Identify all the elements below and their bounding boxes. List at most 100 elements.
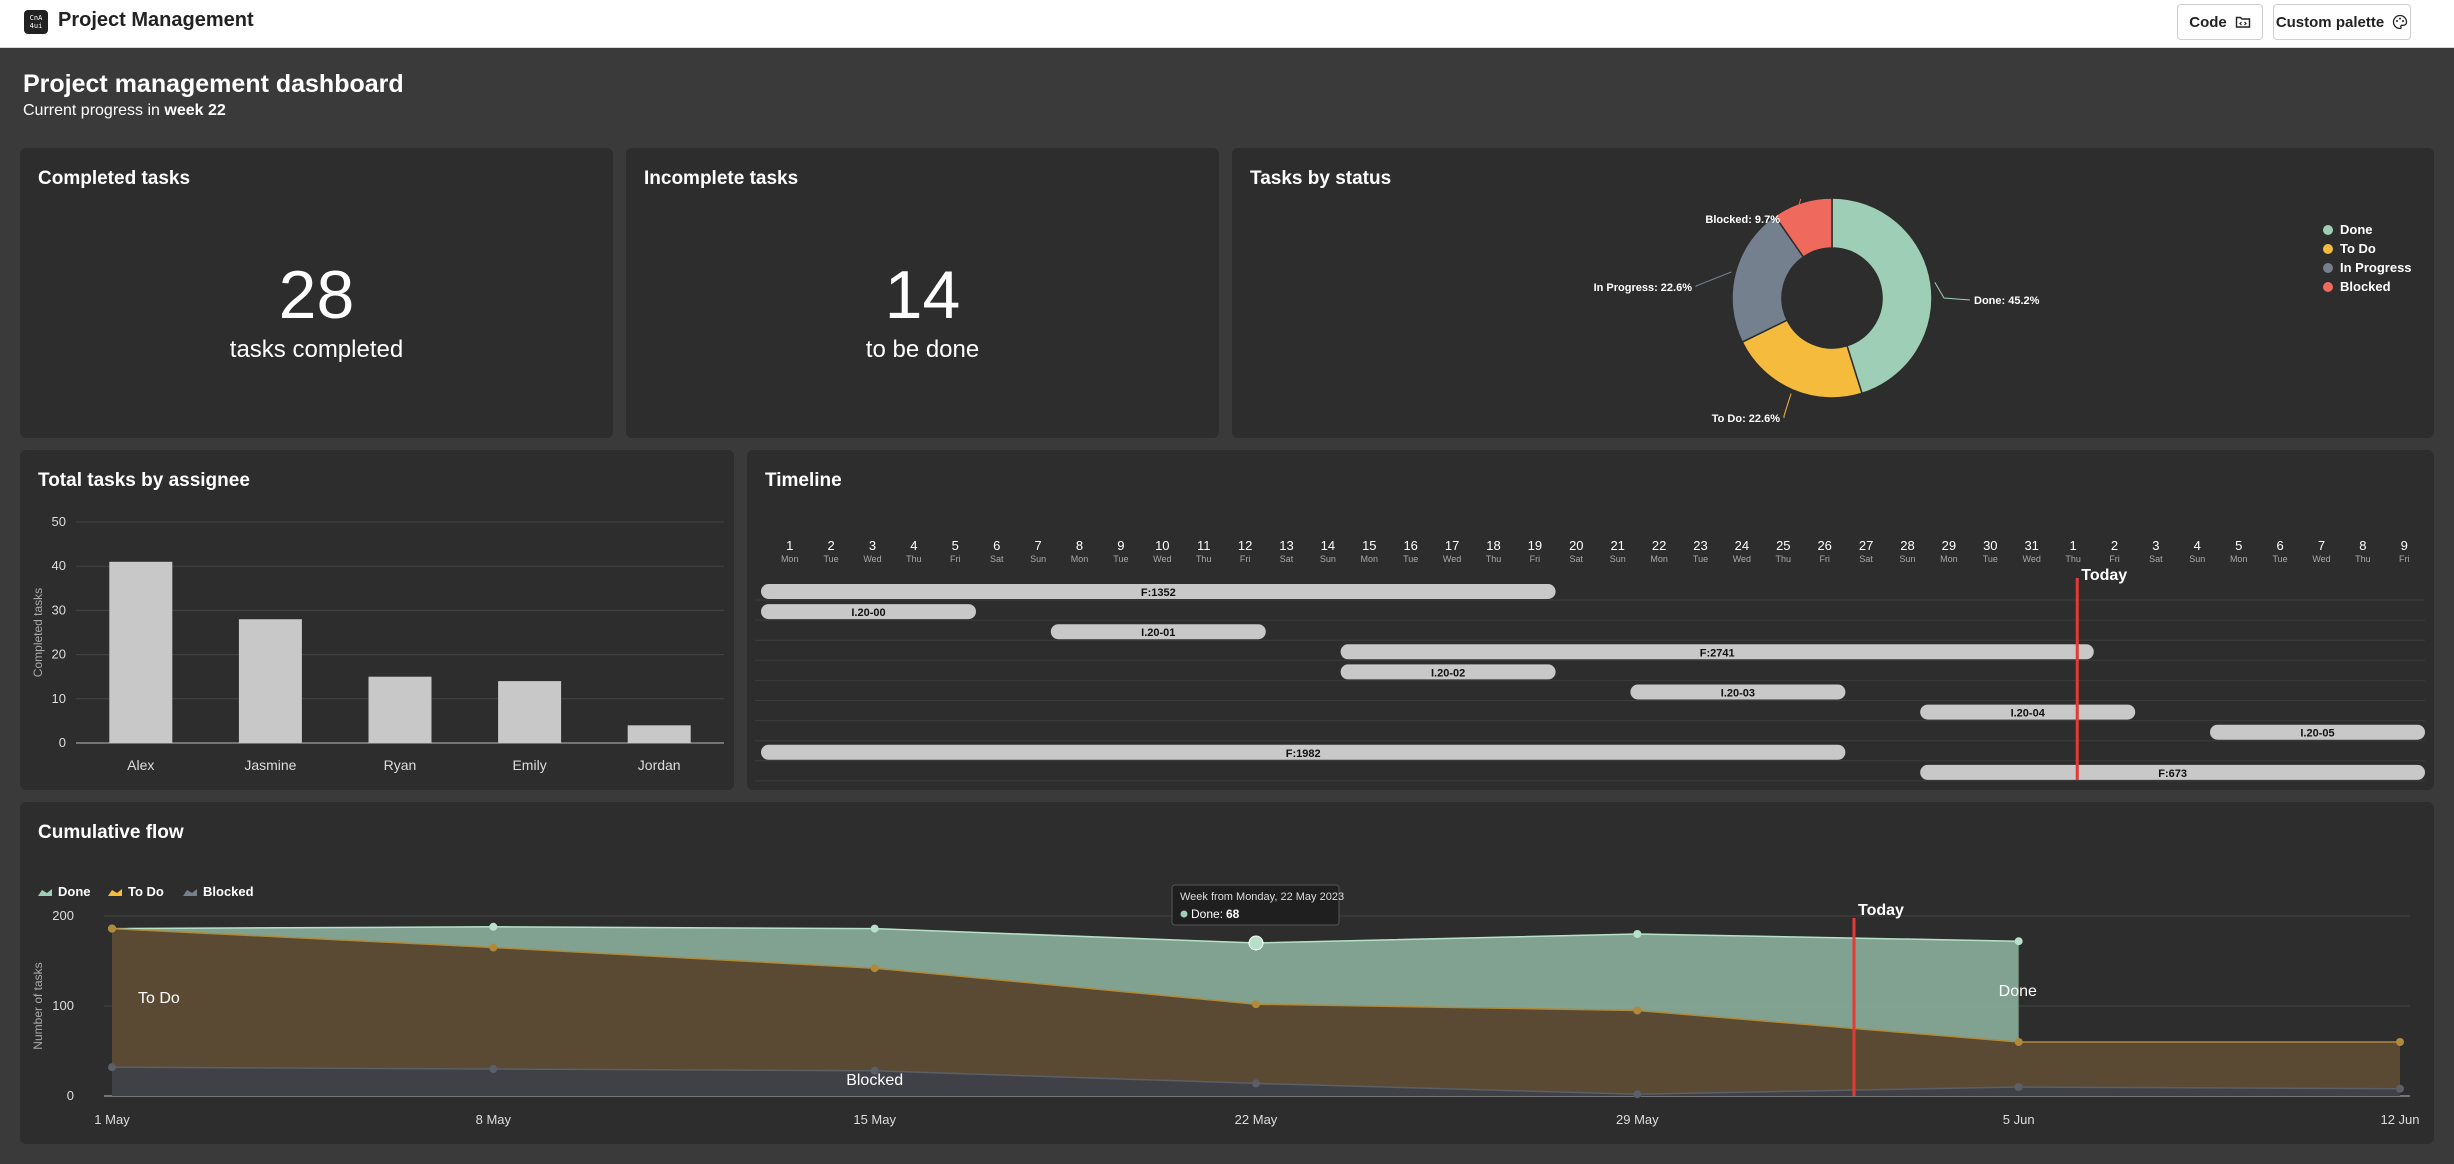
day-number: 10 [1155,538,1169,553]
x-tick-label: 22 May [1235,1112,1278,1127]
day-number: 5 [952,538,959,553]
card-title: Total tasks by assignee [38,470,250,491]
slice-leader-line [1695,271,1732,287]
timeline-task-bar[interactable] [1920,704,2136,720]
y-tick-label: 0 [59,735,66,750]
data-point[interactable] [489,943,498,952]
weekday-label: Wed [863,554,881,564]
day-number: 5 [2235,538,2242,553]
weekday-label: Sun [1030,554,1046,564]
x-tick-label: 12 Jun [2380,1112,2419,1127]
timeline-task-bar[interactable] [761,604,976,620]
x-tick-label: Jordan [638,757,681,773]
day-number: 23 [1693,538,1707,553]
data-point[interactable] [2396,1038,2404,1046]
weekday-label: Mon [1940,554,1958,564]
slice-label: Done: 45.2% [1974,295,2040,307]
bar-jordan[interactable] [627,725,691,743]
task-label: I.20-03 [1721,688,1755,700]
data-point[interactable] [1633,1090,1642,1099]
highlight-point[interactable] [1248,935,1264,951]
slice-leader-line [1934,281,1971,301]
legend-label[interactable]: To Do [128,884,164,899]
weekday-label: Mon [1650,554,1668,564]
cumulative-flow-chart: Done To Do Blocked 0 100 200 Number of tasks 1 … [31,884,2420,1127]
weekday-label: Wed [2312,554,2330,564]
data-point[interactable] [870,1066,879,1075]
data-point[interactable] [489,922,498,931]
x-tick-label: 15 May [853,1112,896,1127]
timeline-task-bar[interactable] [1340,664,1556,680]
area-label-todo: To Do [138,990,180,1007]
data-point[interactable] [1633,930,1642,938]
tasks-by-assignee-card: Total tasks by assignee 0 10 20 30 40 50 Compl… [20,450,734,790]
area-todo[interactable] [112,928,2400,1095]
card-title: Tasks by status [1250,168,1392,189]
bar-alex[interactable] [109,561,173,743]
completed-tasks-card: Completed tasks 28 tasks completed [20,148,613,438]
timeline-task-bar[interactable] [1340,644,2094,660]
timeline-task-bar[interactable] [761,744,1846,760]
data-point[interactable] [108,924,116,933]
day-number: 14 [1321,538,1335,553]
day-number: 17 [1445,538,1459,553]
day-number: 4 [910,538,917,553]
y-axis-label: Completed tasks [31,588,45,677]
custom-palette-button-label: Custom palette [2275,13,2385,31]
data-point[interactable] [1252,1079,1260,1088]
donut-slice-to-do[interactable] [1741,319,1863,399]
timeline-task-bar[interactable] [2210,724,2425,740]
data-point[interactable] [2014,1038,2023,1046]
day-number: 21 [1610,538,1624,553]
code-button[interactable]: Code [2177,4,2263,40]
data-point[interactable] [1633,1006,1642,1015]
legend-label[interactable]: In Progress [2340,260,2412,275]
data-point[interactable] [489,1065,498,1073]
incomplete-tasks-card: Incomplete tasks 14 to be done [626,148,1219,438]
timeline-task-bar[interactable] [1050,624,1266,640]
task-label: I.20-04 [2011,708,2046,720]
x-tick-label: 1 May [94,1112,130,1127]
legend-label[interactable]: Done [58,884,91,899]
timeline-task-bar[interactable] [1920,764,2425,780]
data-point[interactable] [870,964,879,973]
weekday-label: Thu [2065,554,2081,564]
timeline-task-bar[interactable] [1630,684,1846,700]
tooltip-box [1171,884,1340,926]
legend-label[interactable]: Done [2340,222,2373,237]
weekday-label: Wed [2023,554,2041,564]
data-point[interactable] [2014,1083,2023,1091]
legend-label[interactable]: To Do [2340,241,2376,256]
tasks-by-status-card: Tasks by status Done: 45.2% To Do: 22.6% I… [1232,148,2434,438]
data-point[interactable] [108,1063,116,1072]
area-done[interactable] [112,926,2019,1042]
x-tick-label: Jasmine [244,757,296,773]
legend-label[interactable]: Blocked [2340,279,2391,294]
weekday-label: Thu [1196,554,1212,564]
donut-slice-blocked[interactable] [1773,197,1833,259]
bar-ryan[interactable] [368,676,432,743]
day-number: 2 [2111,538,2118,553]
timeline-task-bar[interactable] [761,584,1556,599]
legend-swatch [2323,244,2333,254]
today-label: Today [2081,567,2127,584]
custom-palette-button[interactable]: Custom palette [2273,4,2411,40]
weekday-label: Wed [1733,554,1751,564]
slice-label: Blocked: 9.7% [1705,214,1780,226]
bar-emily[interactable] [498,681,562,743]
weekday-label: Fri [2109,554,2120,564]
legend-label[interactable]: Blocked [203,884,254,899]
data-point[interactable] [2014,937,2023,946]
area-blocked[interactable] [112,1067,2400,1096]
donut-slice-done[interactable] [1831,197,1933,395]
weekday-label: Tue [1983,554,1998,564]
bar-jasmine[interactable] [238,619,302,743]
task-label: F:673 [2158,768,2187,780]
data-point[interactable] [1252,1000,1260,1009]
data-point[interactable] [2396,1084,2404,1093]
weekday-label: Fri [1819,554,1830,564]
weekday-label: Sat [1280,554,1294,564]
data-point[interactable] [870,924,879,933]
donut-slice-in-progress[interactable] [1731,214,1805,344]
day-number: 22 [1652,538,1666,553]
